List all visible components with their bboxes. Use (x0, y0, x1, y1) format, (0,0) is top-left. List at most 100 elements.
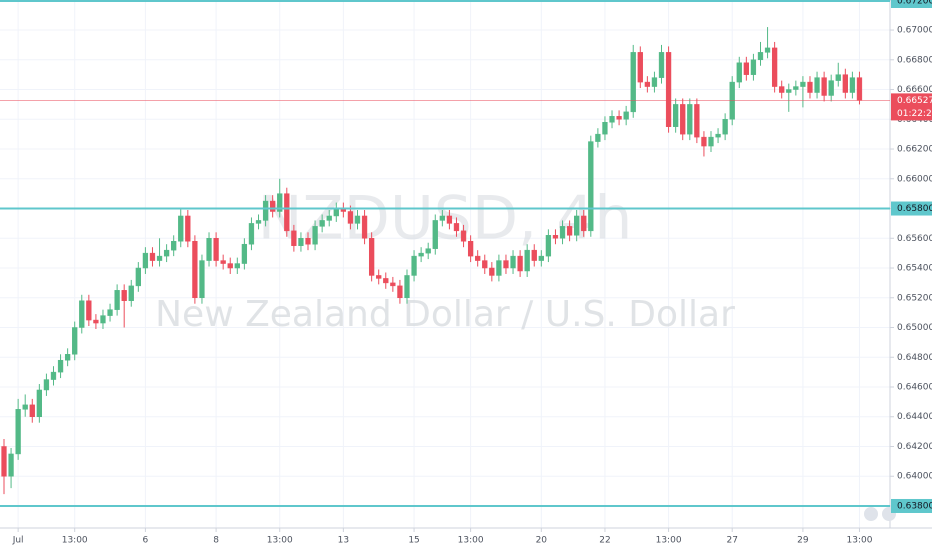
candle-body (849, 77, 856, 93)
candle-body (531, 249, 537, 261)
candle-body (128, 285, 134, 301)
candle-body (206, 238, 212, 261)
candle-body (284, 193, 290, 232)
candle-body (807, 81, 813, 93)
candle-body (418, 252, 424, 257)
candle-body (687, 104, 693, 135)
candle-body (757, 52, 764, 61)
candle-body (36, 389, 43, 417)
watermark-description: New Zealand Dollar / U.S. Dollar (155, 294, 735, 335)
candle-body (319, 220, 325, 227)
candle-body (736, 62, 742, 83)
y-tick-label: 0.64600 (897, 383, 932, 393)
candle-body (680, 104, 686, 135)
candle-body (86, 300, 92, 321)
candle-body (50, 371, 57, 380)
candle-body (460, 230, 467, 242)
flag-icon (864, 507, 878, 521)
candle-body (828, 80, 834, 96)
candle-body (496, 260, 502, 276)
candle-body (107, 309, 113, 316)
candle-body (715, 133, 721, 138)
candle-body (347, 211, 354, 224)
candle-body (383, 278, 389, 284)
candle-body (566, 226, 573, 236)
y-tick-label: 0.65600 (897, 234, 932, 244)
candle-body (581, 215, 587, 232)
candle-body (248, 223, 255, 245)
candle-body (326, 215, 332, 221)
candle-body (453, 223, 460, 232)
candle-body (743, 62, 750, 75)
candle-body (163, 249, 170, 257)
candle-body (354, 215, 361, 224)
candle-body (821, 77, 827, 96)
candle-body (93, 319, 99, 324)
candle-body (658, 52, 665, 78)
y-tick-label: 0.64200 (897, 442, 932, 452)
candle-body (333, 208, 339, 217)
candle-body (277, 193, 283, 212)
level-price-box (891, 201, 932, 216)
candle-body (121, 290, 127, 301)
y-tick-label: 0.66600 (897, 85, 932, 95)
candle-body (708, 136, 714, 147)
candle-body (651, 77, 658, 87)
x-tick-label: 13:00 (62, 536, 88, 546)
y-tick-label: 0.67000 (897, 26, 932, 36)
candle-body (637, 52, 643, 83)
candle-body (220, 260, 226, 264)
candle-body (213, 238, 219, 261)
y-tick-label: 0.65200 (897, 293, 932, 303)
x-tick-label: 13:00 (656, 536, 682, 546)
candle-body (489, 267, 495, 276)
candle-body (43, 379, 50, 391)
x-tick-label: 22 (599, 536, 610, 546)
candle-body (623, 111, 629, 120)
candle-body (673, 104, 679, 127)
candle-body (57, 359, 64, 373)
candle-body (644, 81, 651, 87)
candle-body (72, 327, 78, 355)
candle-body (602, 122, 608, 135)
candle-body (856, 77, 863, 101)
candle-body (361, 215, 368, 239)
x-tick-label: 13:00 (458, 536, 484, 546)
candle-body (142, 252, 149, 269)
y-tick-label: 0.66800 (897, 55, 932, 65)
candle-body (185, 215, 191, 242)
candle-body (595, 133, 601, 142)
candle-body (199, 260, 205, 299)
candle-body (545, 235, 552, 257)
candle-body (255, 220, 262, 224)
candle-body (701, 136, 707, 147)
candle-body (29, 404, 35, 417)
candle-body (368, 238, 375, 276)
candle-body (517, 255, 523, 272)
candle-body (114, 290, 120, 310)
candle-body (559, 226, 566, 239)
candle-body (234, 263, 240, 269)
candle-body (552, 235, 559, 239)
y-tick-label: 0.65000 (897, 323, 932, 333)
candle-body (432, 220, 438, 249)
current-price-label: 0.66527 (897, 96, 932, 106)
candle-body (390, 282, 396, 287)
candle-body (8, 453, 14, 477)
y-tick-label: 0.64400 (897, 412, 932, 422)
candle-body (64, 354, 71, 361)
candle-body (298, 238, 304, 246)
candle-body (376, 275, 382, 279)
candle-body (503, 260, 509, 269)
candle-body (178, 215, 184, 242)
candle-body (425, 248, 431, 254)
countdown-label: 01:22:28 (897, 109, 932, 119)
candle-body (574, 215, 580, 236)
candle-body (79, 300, 85, 328)
candle-body (814, 77, 820, 93)
x-tick-label: 13:00 (267, 536, 293, 546)
candle-body (262, 200, 269, 221)
candle-body (149, 252, 156, 261)
